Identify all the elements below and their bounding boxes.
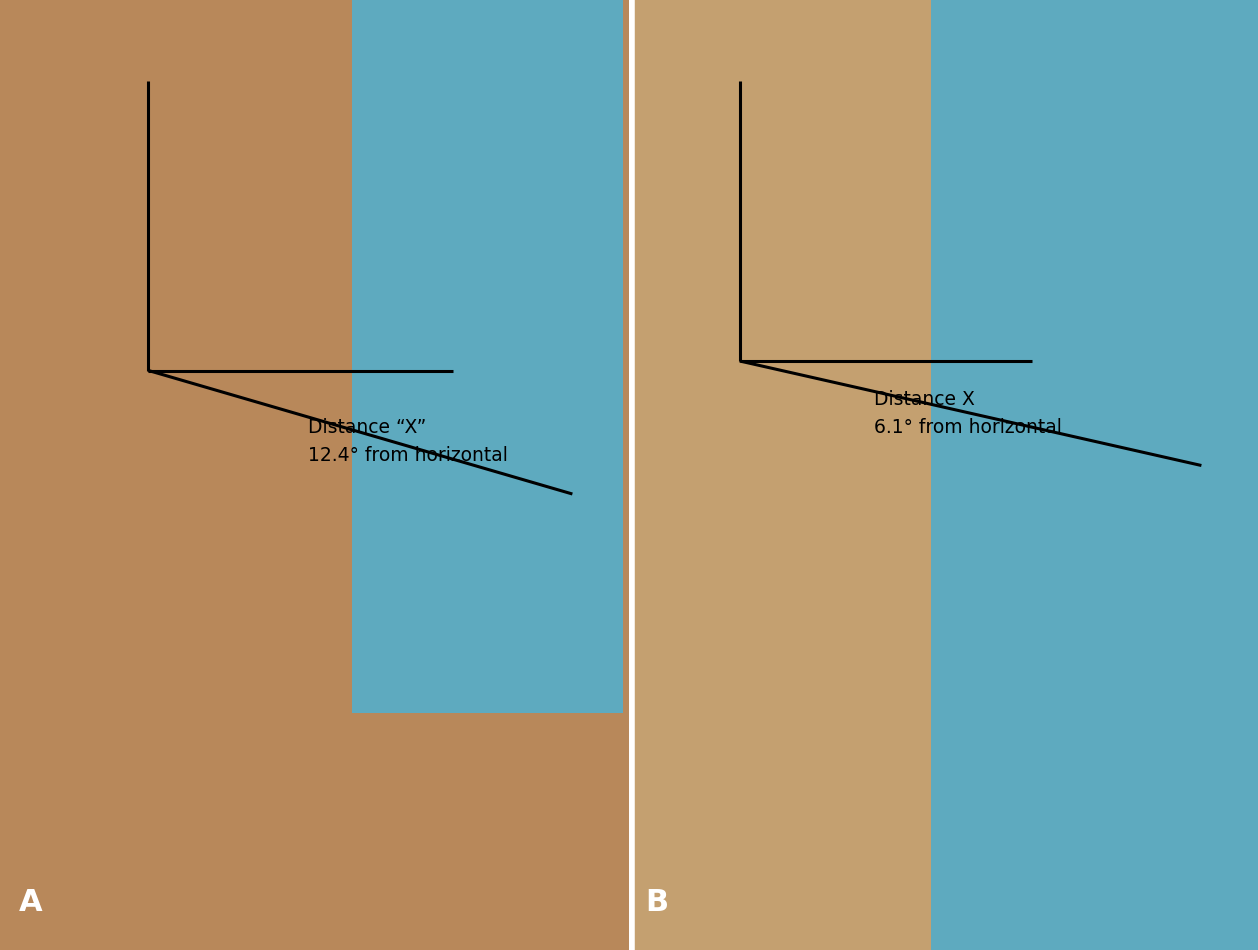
Text: Distance X
6.1° from horizontal: Distance X 6.1° from horizontal	[874, 390, 1062, 437]
Text: B: B	[645, 887, 668, 917]
Bar	[0, 0, 629, 950]
Bar	[352, 0, 623, 712]
Bar	[633, 0, 1258, 950]
Bar	[931, 0, 1258, 950]
Text: A: A	[19, 887, 43, 917]
Text: Distance “X”
12.4° from horizontal: Distance “X” 12.4° from horizontal	[308, 418, 508, 466]
